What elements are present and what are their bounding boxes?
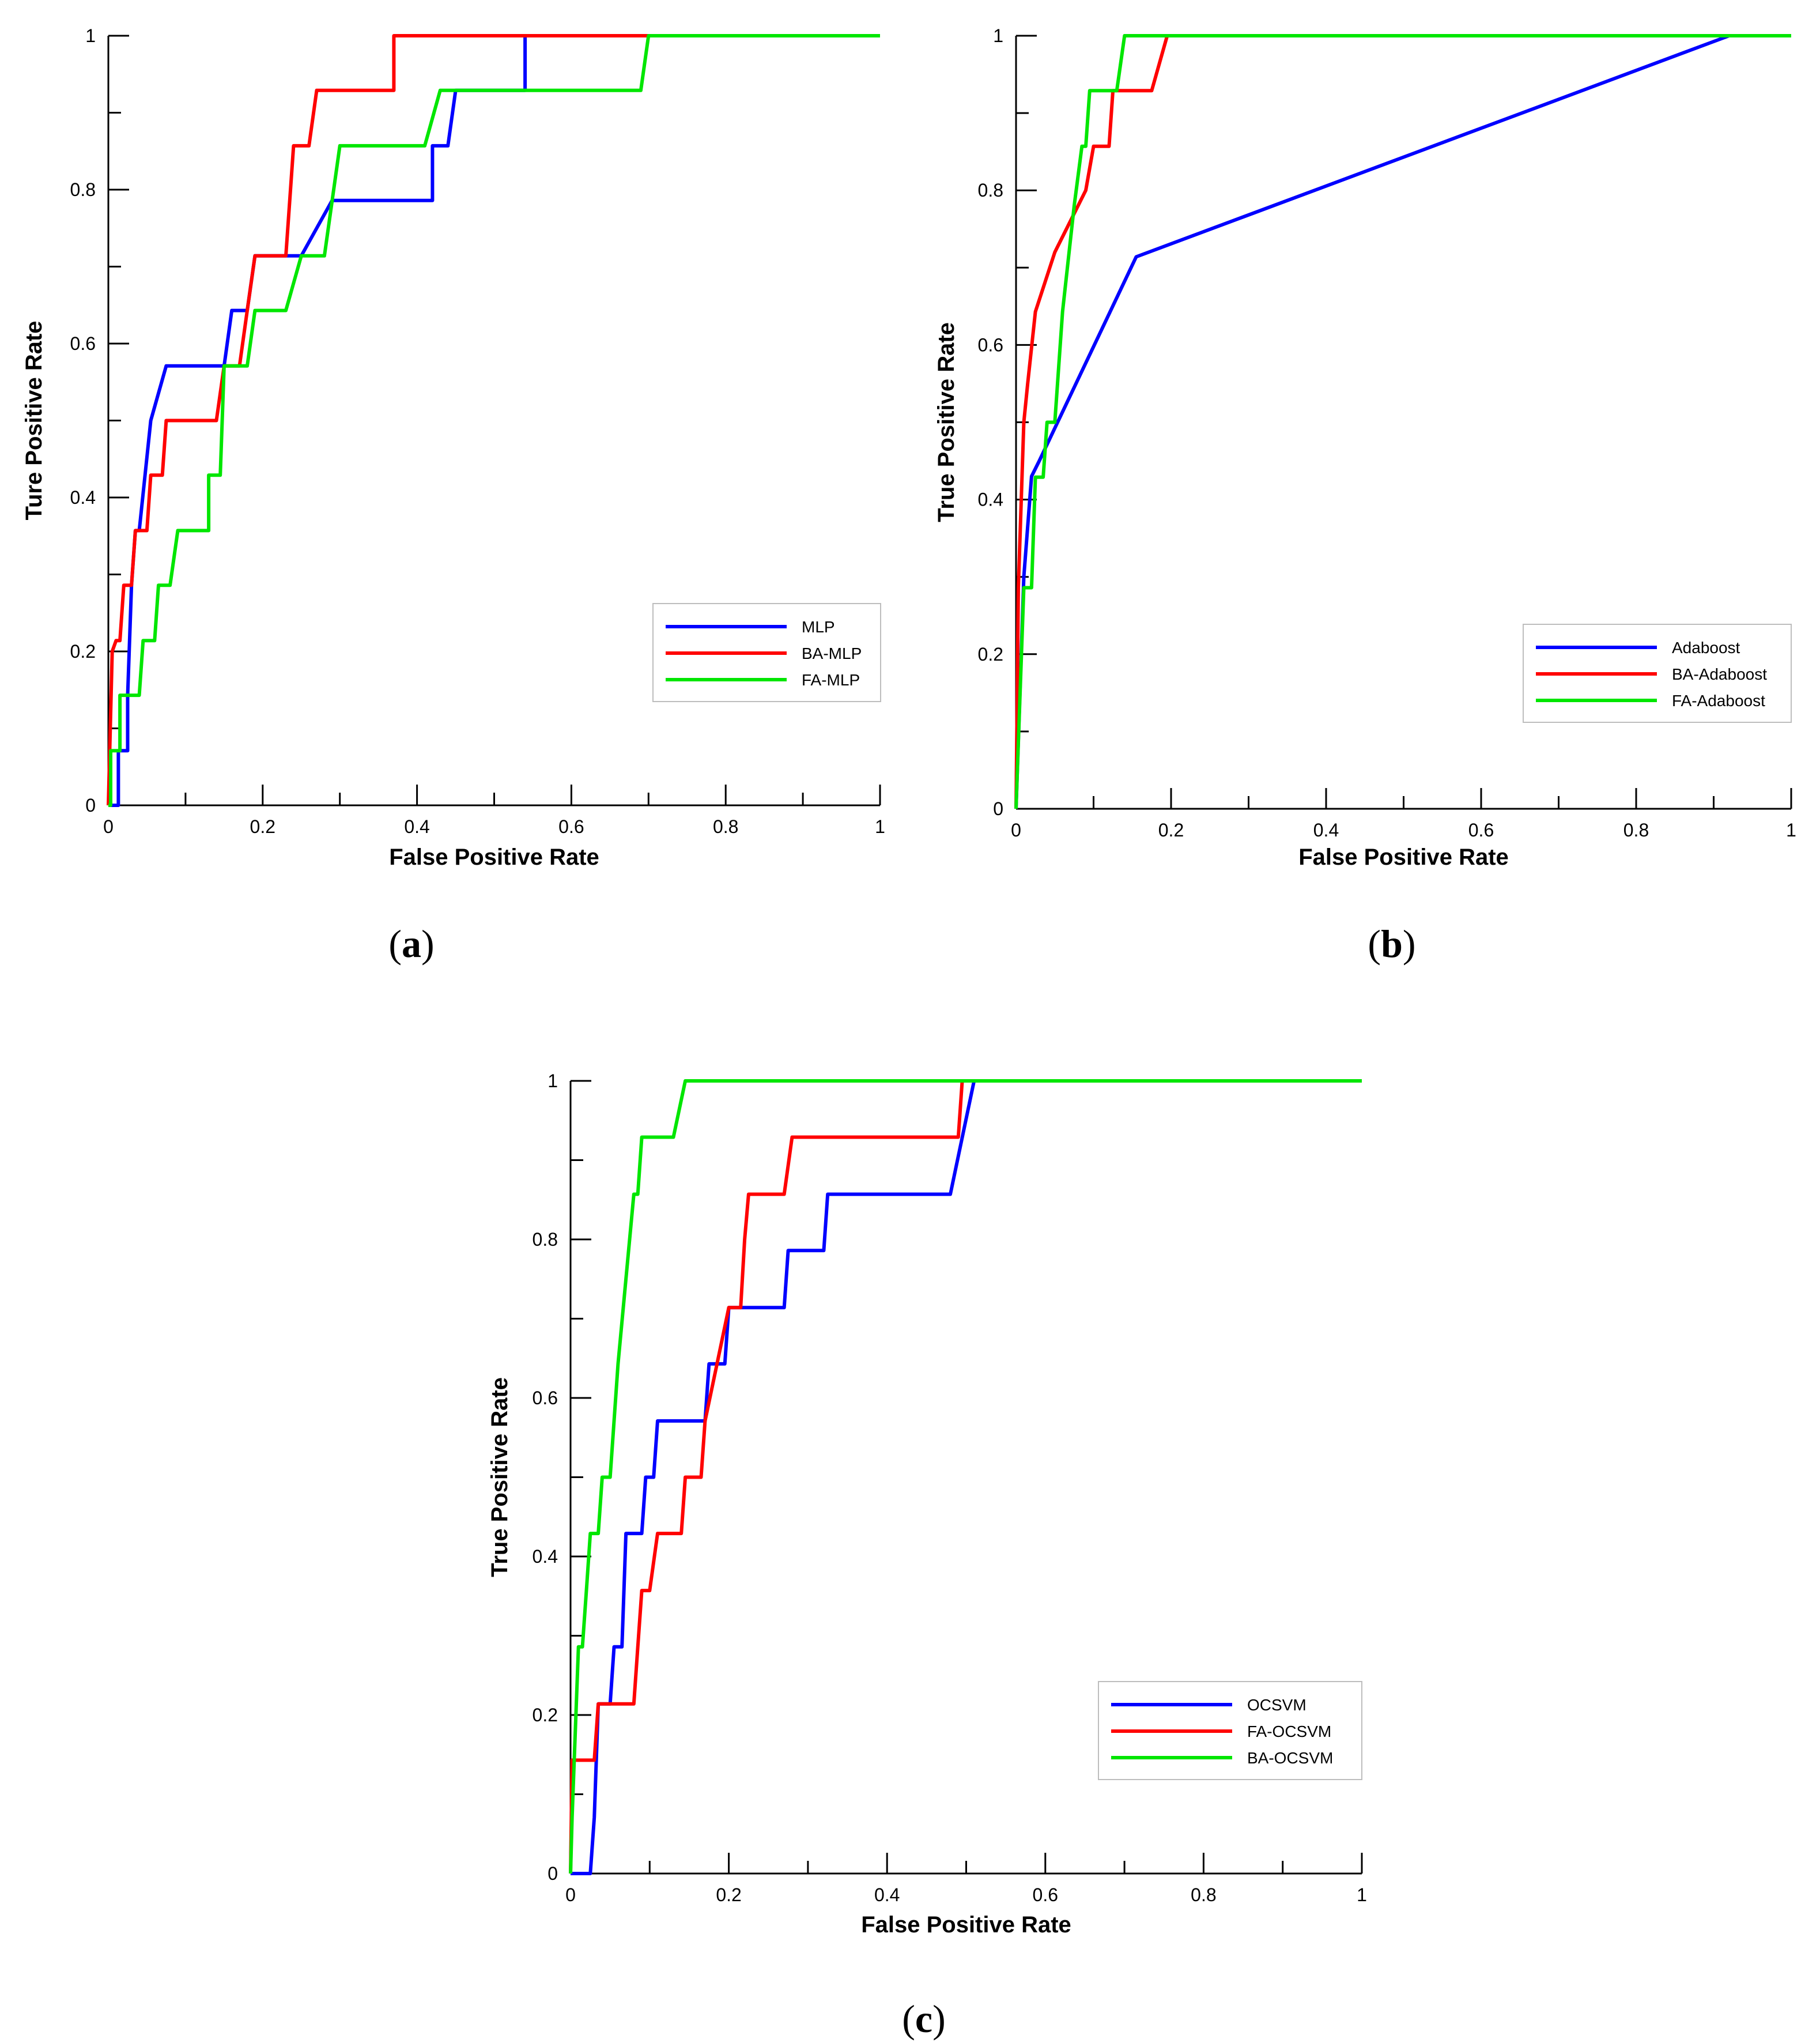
chart-panel-b: 0 0.2 0.4 0.6 0.8 1 0 0.2 0.4 0.6 0.8 1 False Positi… [934, 25, 1796, 966]
legend-label: BA-MLP [802, 644, 862, 662]
y-tick-label: 1 [993, 25, 1003, 46]
panel-label: (c) [902, 1997, 946, 2041]
y-tick-label: 0 [993, 798, 1003, 819]
x-tick-label: 0 [1011, 820, 1021, 840]
y-axis-title: Ture Positive Rate [21, 321, 47, 520]
x-tick-label: 0 [103, 816, 114, 837]
y-tick-label: 0.8 [70, 179, 96, 200]
y-tick-label: 0.2 [70, 641, 96, 662]
x-tick-label: 0.8 [713, 816, 738, 837]
x-tick-label: 0.2 [716, 1884, 741, 1905]
y-tick-label: 0.4 [70, 487, 96, 508]
x-tick-label: 0.4 [404, 816, 429, 837]
x-tick-label: 0.6 [1033, 1884, 1058, 1905]
legend: Adaboost BA-Adaboost FA-Adaboost [1523, 624, 1792, 723]
chart-panel-a: 0 0.2 0.4 0.6 0.8 1 0 0.2 0.4 0.6 0.8 1 False Positi… [21, 25, 885, 966]
y-tick-label: 0.6 [978, 334, 1003, 355]
y-tick-label: 0 [85, 795, 96, 816]
legend-label: Adaboost [1672, 639, 1740, 657]
x-tick-label: 0.8 [1623, 820, 1649, 840]
x-tick-label: 1 [1786, 820, 1796, 840]
x-axis-title: False Positive Rate [389, 845, 599, 870]
series-line-fa-mlp [108, 34, 880, 807]
x-tick-label: 0.2 [250, 816, 275, 837]
legend-label: FA-Adaboost [1672, 692, 1765, 710]
legend-label: FA-MLP [802, 671, 860, 689]
y-axis-title: True Positive Rate [487, 1377, 512, 1577]
legend-label: BA-OCSVM [1247, 1749, 1333, 1767]
legend-label: MLP [802, 618, 835, 636]
x-tick-label: 0.6 [1468, 820, 1494, 840]
x-axis-title: False Positive Rate [861, 1912, 1071, 1938]
y-axis-title: True Positive Rate [934, 322, 959, 522]
y-tick-label: 0.4 [533, 1546, 558, 1567]
panel-label: (b) [1368, 922, 1415, 966]
y-tick-label: 0.8 [978, 180, 1003, 201]
y-tick-label: 0.4 [978, 489, 1003, 510]
legend: MLP BA-MLP FA-MLP [652, 603, 881, 702]
series-line-ba-ocsvm [569, 1079, 1362, 1874]
y-tick-label: 0.2 [533, 1705, 558, 1725]
series-line-fa-adaboost [1014, 34, 1791, 809]
series-line-fa-ocsvm [569, 1079, 1362, 1874]
legend: OCSVM FA-OCSVM BA-OCSVM [1098, 1681, 1362, 1780]
y-tick-label: 1 [547, 1070, 558, 1091]
series-line-ba-adaboost [1014, 34, 1791, 809]
legend-label: BA-Adaboost [1672, 665, 1767, 683]
legend-label: OCSVM [1247, 1696, 1307, 1714]
legend-label: FA-OCSVM [1247, 1722, 1331, 1740]
x-tick-label: 0.2 [1158, 820, 1184, 840]
x-tick-label: 1 [875, 816, 885, 837]
y-tick-label: 0.2 [978, 644, 1003, 665]
x-tick-label: 0.8 [1191, 1884, 1216, 1905]
y-tick-label: 1 [85, 25, 96, 46]
series-line-mlp [108, 34, 880, 807]
panel-label: (a) [388, 922, 434, 966]
x-axis-title: False Positive Rate [1298, 845, 1509, 870]
y-tick-label: 0.6 [533, 1388, 558, 1408]
y-tick-label: 0 [547, 1863, 558, 1884]
y-tick-label: 0.8 [533, 1229, 558, 1250]
x-tick-label: 0.6 [558, 816, 584, 837]
y-tick-label: 0.6 [70, 333, 96, 354]
chart-panel-c: 0 0.2 0.4 0.6 0.8 1 0 0.2 0.4 0.6 0.8 1 False Positi… [487, 1070, 1367, 2041]
x-tick-label: 0.4 [874, 1884, 900, 1905]
x-tick-label: 1 [1357, 1884, 1367, 1905]
x-tick-label: 0 [565, 1884, 576, 1905]
series-line-ba-mlp [107, 34, 880, 806]
x-tick-label: 0.4 [1313, 820, 1339, 840]
